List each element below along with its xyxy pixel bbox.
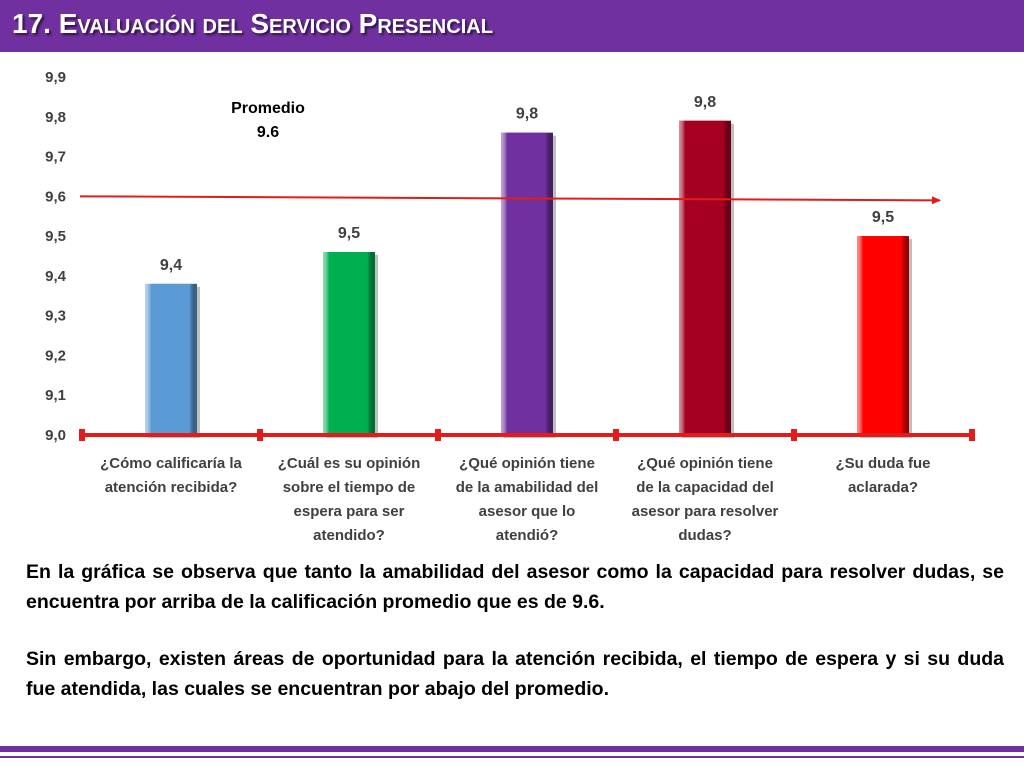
x-category-label: ¿Cómo calificaría la atención recibida? — [100, 455, 242, 496]
x-category-label: ¿Qué opinión tiene de la amabilidad del as… — [456, 455, 599, 544]
y-tick-label: 9,7 — [45, 149, 66, 166]
chart-svg: 9,0 9,1 9,2 9,3 9,4 9,5 9,6 9,7 9,8 9,9 9,4 ¿Cómo c… — [45, 69, 975, 544]
average-annotation: Promedio 9.6 — [231, 100, 305, 141]
bar-bevel — [857, 236, 909, 435]
summary-paragraph-2: Sin embargo, existen áreas de oportunida… — [26, 648, 1004, 700]
y-tick-label: 9,6 — [45, 188, 66, 205]
data-label: 9,4 — [160, 257, 182, 274]
x-axis-tick — [969, 429, 975, 441]
bar-bevel — [501, 132, 553, 435]
average-line — [79, 195, 941, 205]
y-tick-label: 9,9 — [45, 69, 66, 86]
title-bar: 17. Evaluación del Servicio Presencial — [0, 0, 1024, 52]
bar-group — [679, 120, 734, 438]
y-tick-label: 9,1 — [45, 387, 66, 404]
bar-group — [857, 236, 912, 438]
bar-bevel — [145, 283, 197, 435]
x-category-label: ¿Su duda fue aclarada? — [836, 455, 931, 496]
x-axis-tick — [435, 429, 441, 441]
summary-paragraph-1: En la gráfica se observa que tanto la am… — [26, 561, 1004, 613]
y-tick-label: 9,8 — [45, 109, 66, 126]
x-category-label: ¿Cuál es su opinión sobre el tiempo de esp… — [278, 455, 421, 544]
bar-chart: 9,0 9,1 9,2 9,3 9,4 9,5 9,6 9,7 9,8 9,9 9,4 ¿Cómo c… — [0, 52, 1024, 552]
page-title: 17. Evaluación del Servicio Presencial — [12, 8, 493, 39]
data-label: 9,5 — [872, 209, 894, 226]
y-tick-label: 9,2 — [45, 347, 66, 364]
footer-bar — [0, 746, 1024, 752]
y-tick-label: 9,3 — [45, 308, 66, 325]
footer-line — [0, 756, 1024, 758]
bar-group — [145, 283, 200, 438]
x-axis-tick — [257, 429, 263, 441]
data-label: 9,8 — [516, 106, 538, 123]
x-axis-tick — [79, 429, 85, 441]
y-tick-label: 9,4 — [45, 268, 67, 285]
y-tick-label: 9,0 — [45, 427, 66, 444]
bar-group — [501, 132, 556, 438]
bar-bevel — [679, 120, 731, 435]
bar-bevel — [323, 252, 375, 435]
bar-group — [323, 252, 378, 438]
x-axis-tick — [613, 429, 619, 441]
x-axis-tick — [791, 429, 797, 441]
y-tick-label: 9,5 — [45, 228, 66, 245]
x-category-label: ¿Qué opinión tiene de la capacidad del ase… — [632, 455, 779, 544]
summary-text: En la gráfica se observa que tanto la am… — [26, 557, 1004, 731]
data-label: 9,8 — [694, 94, 716, 111]
data-label: 9,5 — [338, 225, 360, 242]
